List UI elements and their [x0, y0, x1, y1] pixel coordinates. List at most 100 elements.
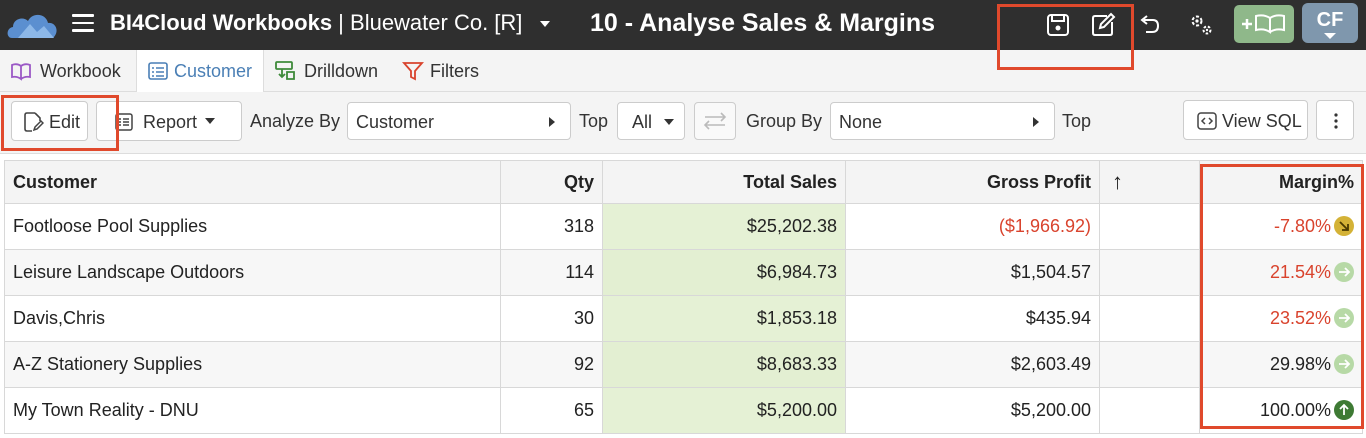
top-label: Top: [579, 111, 609, 131]
cloud-logo-icon[interactable]: [4, 4, 62, 44]
tab-drilldown[interactable]: Drilldown: [264, 50, 390, 92]
tab-bar: Workbook Customer Drilldown Filters: [0, 50, 1366, 93]
top-value: All: [632, 112, 653, 132]
table-row[interactable]: Davis,Chris 30 $1,853.18 $435.94 23.52%: [4, 295, 1363, 342]
report-menu-button[interactable]: Report: [96, 101, 242, 141]
col-header-qty[interactable]: Qty: [500, 160, 603, 204]
customer-cell: Leisure Landscape Outdoors: [4, 249, 501, 296]
menu-icon[interactable]: [72, 14, 94, 34]
user-avatar[interactable]: CF: [1302, 3, 1358, 43]
qty-cell: 30: [500, 295, 603, 342]
trend-down-right-icon: [1334, 216, 1354, 236]
plus-book-icon: [1242, 14, 1285, 34]
sort-arrow-icon[interactable]: ↑: [1099, 160, 1200, 204]
tab-filters[interactable]: Filters: [390, 50, 500, 92]
spacer-cell: [1099, 387, 1200, 434]
analyze-by-arrow-icon: [549, 117, 555, 127]
group-by-select[interactable]: None: [830, 102, 1055, 140]
funnel-icon: [402, 62, 424, 81]
total-sales-cell: $6,984.73: [602, 249, 846, 296]
spacer-cell: [1099, 203, 1200, 250]
table-header-row: Customer Qty Total Sales Gross Profit ↑ …: [4, 160, 1363, 204]
tab-workbook-label: Workbook: [40, 61, 121, 81]
margin-cell: 21.54%: [1199, 249, 1363, 296]
gross-profit-cell: $1,504.57: [845, 249, 1100, 296]
table-body: Footloose Pool Supplies 318 $25,202.38 ($1,…: [4, 203, 1363, 434]
spacer-cell: [1099, 341, 1200, 388]
table-row[interactable]: A-Z Stationery Supplies 92 $8,683.33 $2,603…: [4, 341, 1363, 388]
edit-document-icon: [24, 112, 44, 132]
total-sales-cell: $5,200.00: [602, 387, 846, 434]
group-by-label: Group By: [746, 111, 823, 131]
analyze-by-value: Customer: [356, 112, 435, 132]
customer-cell: My Town Reality - DNU: [4, 387, 501, 434]
app-name: BI4Cloud Workbooks: [110, 10, 333, 35]
spacer-cell: [1099, 249, 1200, 296]
col-header-margin[interactable]: Margin%: [1199, 160, 1363, 204]
avatar-caret-icon: [1324, 33, 1336, 39]
gross-profit-cell: $5,200.00: [845, 387, 1100, 434]
report-button-label: Report: [143, 112, 198, 132]
report-list-icon: [115, 113, 133, 131]
title-separator: |: [332, 10, 351, 35]
table-row[interactable]: My Town Reality - DNU 65 $5,200.00 $5,200.0…: [4, 387, 1363, 434]
gross-profit-cell: ($1,966.92): [845, 203, 1100, 250]
total-sales-cell: $1,853.18: [602, 295, 846, 342]
trend-right-icon: [1334, 354, 1354, 374]
more-options-button[interactable]: [1316, 100, 1354, 140]
margin-cell: 23.52%: [1199, 295, 1363, 342]
settings-gears-icon[interactable]: [1186, 10, 1216, 40]
edit-button[interactable]: Edit: [11, 101, 88, 141]
margin-cell: 100.00%: [1199, 387, 1363, 434]
col-header-total-sales[interactable]: Total Sales: [602, 160, 846, 204]
group-by-arrow-icon: [1033, 117, 1039, 127]
list-icon: [148, 62, 168, 80]
group-by-value: None: [839, 112, 883, 132]
total-sales-cell: $25,202.38: [602, 203, 846, 250]
qty-cell: 114: [500, 249, 603, 296]
total-sales-cell: $8,683.33: [602, 341, 846, 388]
top-header: BI4Cloud Workbooks | Bluewater Co. [R] 1…: [0, 0, 1366, 50]
margin-value: 23.52%: [1269, 308, 1331, 328]
table-row[interactable]: Footloose Pool Supplies 318 $25,202.38 ($1,…: [4, 203, 1363, 250]
avatar-initials: CF: [1316, 9, 1344, 31]
tab-filters-label: Filters: [430, 61, 479, 81]
customer-cell: A-Z Stationery Supplies: [4, 341, 501, 388]
margin-value: -7.80%: [1273, 216, 1331, 236]
analyze-by-label: Analyze By: [250, 111, 341, 131]
qty-cell: 318: [500, 203, 603, 250]
gross-profit-cell: $435.94: [845, 295, 1100, 342]
qty-cell: 92: [500, 341, 603, 388]
col-header-customer[interactable]: Customer: [4, 160, 501, 204]
view-sql-button[interactable]: View SQL: [1183, 100, 1308, 140]
top-caret-icon: [664, 119, 674, 125]
tab-workbook[interactable]: Workbook: [0, 50, 136, 92]
trend-right-icon: [1334, 262, 1354, 282]
drilldown-icon: [275, 61, 295, 80]
gross-profit-cell: $2,603.49: [845, 341, 1100, 388]
sales-table: Customer Qty Total Sales Gross Profit ↑ …: [4, 160, 1363, 434]
table-row[interactable]: Leisure Landscape Outdoors 114 $6,984.73 $1…: [4, 249, 1363, 296]
tab-customer[interactable]: Customer: [136, 50, 264, 93]
top-select[interactable]: All: [617, 102, 685, 140]
edit-report-icon[interactable]: [1088, 10, 1118, 40]
margin-value: 21.54%: [1269, 262, 1331, 282]
col-header-gross-profit[interactable]: Gross Profit: [845, 160, 1100, 204]
book-open-icon: [11, 63, 31, 81]
analyze-by-select[interactable]: Customer: [347, 102, 571, 140]
report-toolbar: Edit Report Analyze By Customer Top All …: [0, 92, 1366, 154]
tab-customer-label: Customer: [174, 61, 253, 81]
margin-cell: -7.80%: [1199, 203, 1363, 250]
undo-icon[interactable]: [1134, 10, 1164, 40]
company-dropdown-caret-icon[interactable]: [538, 17, 552, 31]
swap-arrows-icon: [703, 112, 727, 130]
save-icon[interactable]: [1043, 10, 1073, 40]
report-title: 10 - Analyse Sales & Margins: [590, 9, 936, 37]
add-workbook-button[interactable]: [1234, 5, 1294, 43]
tab-drilldown-label: Drilldown: [304, 61, 379, 81]
qty-cell: 65: [500, 387, 603, 434]
app-title: BI4Cloud Workbooks | Bluewater Co. [R]: [110, 10, 522, 36]
margin-value: 100.00%: [1259, 400, 1331, 420]
swap-button[interactable]: [694, 102, 736, 140]
company-name: Bluewater Co. [R]: [350, 10, 523, 35]
